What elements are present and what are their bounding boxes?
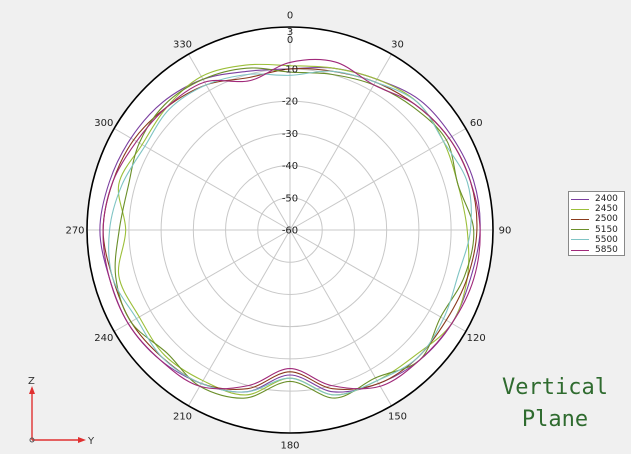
legend-item-2450: 2450	[571, 204, 624, 214]
angle-label-210: 210	[173, 412, 192, 423]
legend-item-2400: 2400	[571, 194, 624, 204]
radial-tick-label: -60	[282, 226, 298, 237]
radial-tick-label: 3	[287, 27, 293, 38]
radial-tick-label: -10	[282, 64, 298, 75]
grid-spoke	[188, 53, 291, 231]
legend-swatch	[571, 208, 589, 210]
grid-spoke	[289, 128, 467, 231]
grid-spoke	[188, 229, 291, 407]
series-lines	[99, 59, 481, 399]
caption-line-1: Vertical	[502, 375, 608, 400]
series-line-5500	[108, 70, 472, 396]
angle-label-330: 330	[173, 39, 192, 50]
angle-label-180: 180	[280, 441, 299, 452]
angle-label-240: 240	[94, 333, 113, 344]
legend-swatch	[571, 239, 589, 241]
polar-grid	[86, 26, 494, 434]
radial-tick-label: -50	[282, 193, 298, 204]
legend-item-5150: 5150	[571, 225, 624, 235]
coordinate-axes-icon: Z Y	[28, 376, 95, 447]
radial-tick-label: 0	[287, 35, 293, 46]
series-line-5850	[102, 59, 481, 390]
legend: 2400 2450 2500 5150 5500 5850	[568, 191, 625, 256]
angle-label-120: 120	[467, 333, 486, 344]
y-axis-label: Y	[87, 436, 95, 447]
legend-label: 5500	[595, 234, 618, 245]
outer-ring	[86, 26, 494, 434]
legend-item-2500: 2500	[571, 214, 624, 224]
legend-swatch	[571, 249, 589, 251]
legend-swatch	[571, 218, 589, 220]
series-line-2400	[99, 66, 481, 393]
angle-label-150: 150	[388, 412, 407, 423]
legend-item-5500: 5500	[571, 235, 624, 245]
tick-labels: 030609012015018021024027030033030-10-20-…	[65, 11, 511, 452]
radial-tick-label: -30	[282, 129, 298, 140]
grid-spoke	[289, 229, 392, 407]
axes-origin	[29, 437, 35, 443]
grid-spoke	[289, 53, 392, 231]
angle-label-300: 300	[94, 118, 113, 129]
angle-label-60: 60	[470, 118, 483, 129]
legend-label: 5850	[595, 245, 618, 256]
radial-tick-label: -20	[282, 97, 298, 108]
legend-label: 2500	[595, 214, 618, 225]
caption: Vertical Plane	[480, 372, 630, 436]
legend-label: 2450	[595, 204, 618, 215]
grid-spoke	[113, 128, 291, 231]
angle-label-270: 270	[65, 226, 84, 237]
grid-spoke	[113, 229, 291, 332]
z-axis-arrowhead	[29, 386, 35, 394]
angle-label-30: 30	[391, 39, 404, 50]
grid-spoke	[289, 229, 467, 332]
legend-item-5850: 5850	[571, 245, 624, 255]
legend-label: 5150	[595, 224, 618, 235]
angle-label-90: 90	[499, 226, 512, 237]
z-axis-label: Z	[28, 376, 35, 387]
angle-label-0: 0	[287, 11, 293, 22]
radial-tick-label: -40	[282, 161, 298, 172]
caption-line-2: Plane	[521, 407, 589, 432]
series-line-5150	[114, 67, 475, 399]
y-axis-arrowhead	[78, 437, 86, 443]
legend-label: 2400	[595, 194, 618, 205]
legend-swatch	[571, 229, 589, 231]
legend-swatch	[571, 198, 589, 200]
